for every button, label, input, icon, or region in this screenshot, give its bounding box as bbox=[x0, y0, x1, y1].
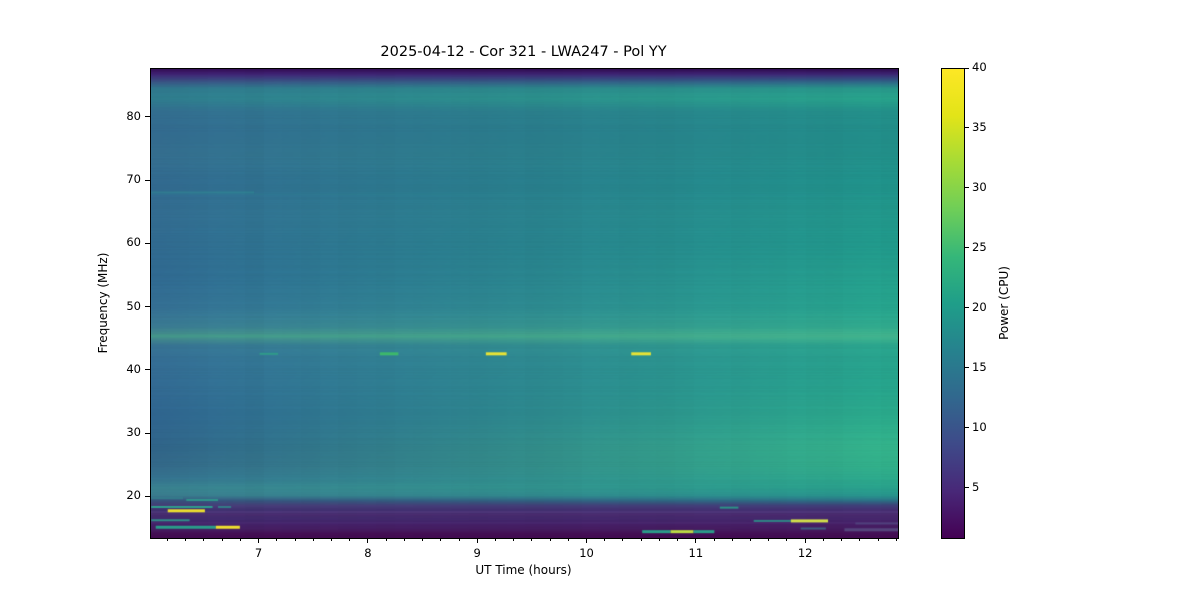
x-minor-tick bbox=[330, 538, 332, 541]
x-minor-tick bbox=[239, 538, 241, 541]
x-minor-tick bbox=[640, 538, 642, 541]
x-minor-tick bbox=[385, 538, 387, 541]
colorbar-tick bbox=[965, 247, 969, 249]
x-minor-tick bbox=[494, 538, 496, 541]
x-minor-tick bbox=[203, 538, 205, 541]
y-tick-label: 20 bbox=[126, 488, 141, 503]
colorbar-label: Power (CPU) bbox=[997, 265, 1011, 340]
y-major-tick bbox=[145, 432, 150, 434]
x-minor-tick bbox=[604, 538, 606, 541]
x-minor-tick bbox=[768, 538, 770, 541]
colorbar-tick-label: 20 bbox=[972, 299, 987, 314]
colorbar-tick-label: 25 bbox=[972, 239, 987, 254]
x-minor-tick bbox=[185, 538, 187, 541]
colorbar-tick bbox=[965, 67, 969, 69]
x-tick-label: 9 bbox=[473, 546, 481, 560]
x-minor-tick bbox=[531, 538, 533, 541]
plot-frame bbox=[150, 68, 899, 539]
x-major-tick bbox=[695, 538, 697, 543]
y-major-tick bbox=[145, 179, 150, 181]
y-major-tick bbox=[145, 495, 150, 497]
x-minor-tick bbox=[622, 538, 624, 541]
y-major-tick bbox=[145, 242, 150, 244]
x-tick-label: 7 bbox=[254, 546, 263, 560]
x-minor-tick bbox=[658, 538, 660, 541]
colorbar-tick bbox=[965, 427, 969, 429]
x-minor-tick bbox=[276, 538, 278, 541]
y-major-tick bbox=[145, 369, 150, 371]
y-major-tick bbox=[145, 116, 150, 118]
x-tick-label: 10 bbox=[579, 546, 594, 560]
colorbar-tick-label: 30 bbox=[972, 179, 987, 194]
y-major-tick bbox=[145, 306, 150, 308]
x-minor-tick bbox=[440, 538, 442, 541]
x-minor-tick bbox=[458, 538, 460, 541]
colorbar-gradient bbox=[941, 68, 965, 539]
x-minor-tick bbox=[731, 538, 733, 541]
colorbar-tick bbox=[965, 487, 969, 489]
colorbar-tick-label: 35 bbox=[972, 119, 987, 134]
x-minor-tick bbox=[349, 538, 351, 541]
x-minor-tick bbox=[312, 538, 314, 541]
y-tick-label: 80 bbox=[126, 108, 141, 123]
x-minor-tick bbox=[221, 538, 223, 541]
y-tick-label: 60 bbox=[126, 235, 141, 250]
x-minor-tick bbox=[166, 538, 168, 541]
x-tick-label: 12 bbox=[797, 546, 813, 560]
x-minor-tick bbox=[859, 538, 861, 541]
x-minor-tick bbox=[567, 538, 569, 541]
x-minor-tick bbox=[677, 538, 679, 541]
x-tick-label: 11 bbox=[688, 546, 704, 560]
y-tick-label: 70 bbox=[126, 172, 141, 187]
x-major-tick bbox=[367, 538, 369, 543]
x-minor-tick bbox=[895, 538, 897, 541]
x-major-tick bbox=[476, 538, 478, 543]
x-minor-tick bbox=[841, 538, 843, 541]
colorbar-tick-label: 5 bbox=[972, 479, 980, 494]
x-major-tick bbox=[258, 538, 260, 543]
colorbar-tick bbox=[965, 307, 969, 309]
x-minor-tick bbox=[750, 538, 752, 541]
x-minor-tick bbox=[294, 538, 296, 541]
x-major-tick bbox=[804, 538, 806, 543]
x-minor-tick bbox=[822, 538, 824, 541]
x-minor-tick bbox=[713, 538, 715, 541]
colorbar-tick-label: 15 bbox=[972, 359, 987, 374]
colorbar-tick-label: 40 bbox=[972, 60, 987, 74]
x-major-tick bbox=[586, 538, 588, 543]
colorbar-tick bbox=[965, 127, 969, 129]
x-axis-label: UT Time (hours) bbox=[475, 563, 572, 577]
y-axis-label: Frequency (MHz) bbox=[96, 252, 110, 353]
colorbar-tick-label: 10 bbox=[972, 419, 987, 434]
x-tick-label: 8 bbox=[364, 546, 372, 560]
x-minor-tick bbox=[786, 538, 788, 541]
x-minor-tick bbox=[877, 538, 879, 541]
colorbar-tick bbox=[965, 187, 969, 189]
spectrogram-heatmap bbox=[151, 69, 898, 538]
x-minor-tick bbox=[403, 538, 405, 541]
colorbar-tick bbox=[965, 367, 969, 369]
x-minor-tick bbox=[549, 538, 551, 541]
chart-title: 2025-04-12 - Cor 321 - LWA247 - Pol YY bbox=[380, 44, 667, 60]
x-minor-tick bbox=[422, 538, 424, 541]
x-minor-tick bbox=[513, 538, 515, 541]
y-tick-label: 50 bbox=[126, 298, 141, 313]
y-tick-label: 30 bbox=[126, 425, 141, 440]
y-tick-label: 40 bbox=[126, 361, 141, 376]
